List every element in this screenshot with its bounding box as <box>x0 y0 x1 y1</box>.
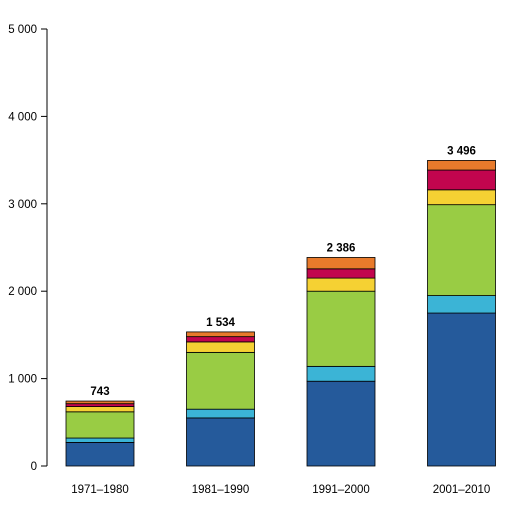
bar-segment <box>306 257 376 270</box>
bar-segment <box>306 268 376 279</box>
bar-segment <box>427 204 496 296</box>
bar-segment <box>427 160 496 171</box>
bar-segment <box>306 380 376 467</box>
y-tick-label: 5 000 <box>8 24 37 36</box>
bar-total-label: 2 386 <box>327 242 356 254</box>
bar-stack <box>306 257 376 467</box>
y-axis: 0 1 000 2 000 3 000 4 000 5 000 <box>8 24 48 473</box>
bar-total-label: 3 496 <box>447 145 476 157</box>
x-tick-label: 1991–2000 <box>312 484 370 496</box>
bar-segment <box>306 290 376 367</box>
bar-segment <box>186 331 255 338</box>
bar-segment <box>65 437 135 443</box>
bar-segment <box>186 336 255 343</box>
bar-stack <box>65 400 135 467</box>
x-tick-label: 1981–1990 <box>192 484 250 496</box>
bar-segment <box>65 400 135 405</box>
bar-segment <box>427 189 496 206</box>
bar-segment <box>186 341 255 353</box>
y-tick-label: 2 000 <box>8 286 37 298</box>
x-tick-label: 1971–1980 <box>71 484 129 496</box>
total-labels-group: 743 1 534 2 386 3 496 <box>90 145 475 398</box>
bar-total-label: 743 <box>90 386 109 398</box>
bar-segment <box>186 417 255 467</box>
bar-stack <box>186 331 255 467</box>
bar-segment <box>65 442 135 467</box>
x-tick-label: 2001–2010 <box>433 484 491 496</box>
bar-segment <box>65 411 135 439</box>
bar-segment <box>65 403 135 407</box>
y-tick-label: 4 000 <box>8 111 37 123</box>
y-tick-label: 3 000 <box>8 199 37 211</box>
bar-segment <box>427 169 496 191</box>
bars-group <box>65 160 496 467</box>
bar-segment <box>186 351 255 410</box>
bar-segment <box>306 365 376 382</box>
bar-segment <box>65 406 135 413</box>
bar-segment <box>306 277 376 292</box>
y-tick-label: 0 <box>31 461 37 473</box>
bar-segment <box>427 295 496 314</box>
y-tick-label: 1 000 <box>8 374 37 386</box>
bar-total-label: 1 534 <box>206 317 235 329</box>
bar-segment <box>186 408 255 419</box>
bar-stack <box>427 160 496 467</box>
bar-segment <box>427 312 496 467</box>
x-axis-labels: 1971–1980 1981–1990 1991–2000 2001–2010 <box>71 484 490 496</box>
